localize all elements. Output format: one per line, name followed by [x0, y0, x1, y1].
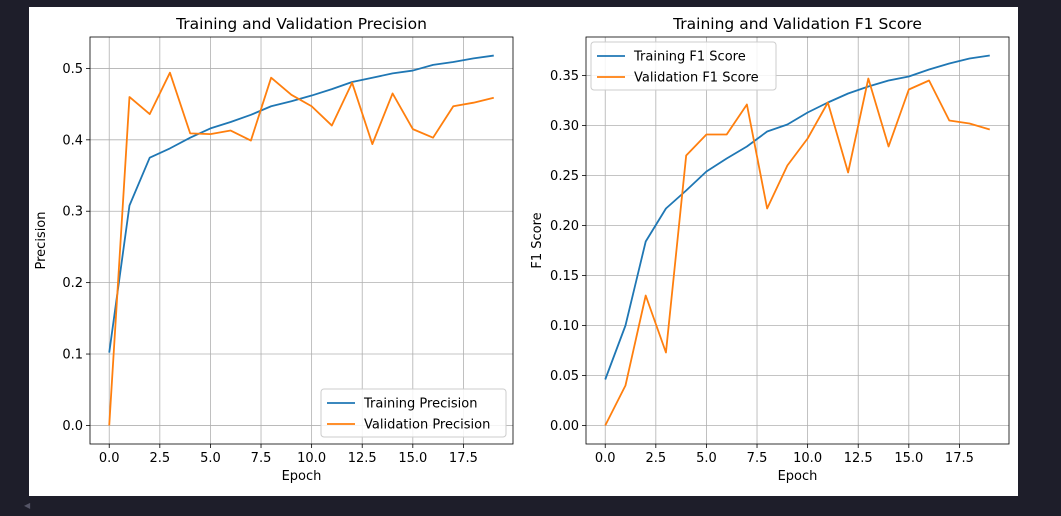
chart2-legend-label-2: Validation F1 Score — [634, 71, 759, 86]
chart1-title: Training and Validation Precision — [175, 15, 427, 33]
chart1-y-tick-label: 0.5 — [62, 62, 83, 77]
chart2-x-tick-label: 0.0 — [595, 451, 616, 466]
chart2-y-tick-label: 0.25 — [550, 169, 579, 184]
figure-svg: 0.0 2.5 5.0 7.5 10.0 12.5 15.0 17.5 0.0 0.1 0.2 0.3… — [34, 15, 1010, 484]
chart1-y-axis-label: Precision — [34, 211, 49, 269]
chart2-legend-label-1: Training F1 Score — [633, 50, 746, 65]
chart1-y-tick-label: 0.3 — [62, 205, 83, 220]
chart2-y-tick-label: 0.35 — [550, 69, 579, 84]
chart1-x-axis-label: Epoch — [282, 469, 322, 484]
chart1-y-tick-label: 0.2 — [62, 276, 83, 291]
chart2-x-tick-label: 12.5 — [844, 451, 873, 466]
chart2-y-tick-label: 0.10 — [550, 319, 579, 334]
bottom-strip — [0, 496, 1061, 516]
chart2-y-tick-label: 0.15 — [550, 269, 579, 284]
chart1-x-tick-label: 12.5 — [348, 451, 377, 466]
chart1-y-tick-label: 0.4 — [62, 133, 83, 148]
chart2-x-tick-label: 2.5 — [645, 451, 666, 466]
chart1-series-line-1 — [108, 54, 494, 353]
chart1-y-tick-label: 0.0 — [62, 419, 83, 434]
chart1-x-tick-label: 2.5 — [149, 451, 170, 466]
figure-canvas: 0.0 2.5 5.0 7.5 10.0 12.5 15.0 17.5 0.0 0.1 0.2 0.3… — [29, 7, 1018, 496]
chart2-legend-box — [590, 41, 777, 91]
chart1-x-tick-label: 17.5 — [449, 451, 478, 466]
chart2-series-line-2 — [604, 77, 991, 426]
chart2-x-tick-label: 5.0 — [696, 451, 717, 466]
chart1-x-tick-label: 5.0 — [200, 451, 221, 466]
chart2-y-tick-label: 0.05 — [550, 369, 579, 384]
chart2-x-tick-label: 17.5 — [945, 451, 974, 466]
chart2-y-tick-label: 0.20 — [550, 219, 579, 234]
chart2-x-tick-label: 15.0 — [894, 451, 923, 466]
chart2-x-axis-label: Epoch — [778, 469, 818, 484]
chart1-x-tick-label: 10.0 — [297, 451, 326, 466]
chart2-series-line-1 — [604, 54, 990, 380]
scroll-left-arrow-icon[interactable]: ◀ — [24, 501, 31, 510]
chart1-x-tick-label: 7.5 — [251, 451, 272, 466]
chart1-legend-box — [320, 388, 507, 438]
chart2-x-tick-label: 7.5 — [747, 451, 768, 466]
chart1-series-line-2 — [108, 71, 494, 426]
chart1-y-tick-label: 0.1 — [62, 348, 83, 363]
chart2-axes-frame — [585, 36, 1010, 445]
chart2-y-tick-label: 0.00 — [550, 419, 579, 434]
chart2-title: Training and Validation F1 Score — [672, 15, 922, 33]
chart1-axes-frame — [89, 36, 514, 445]
chart1-x-tick-label: 0.0 — [99, 451, 120, 466]
chart1-legend-label-2: Validation Precision — [364, 418, 490, 433]
chart2-y-tick-label: 0.30 — [550, 119, 579, 134]
chart2-y-axis-label: F1 Score — [530, 212, 545, 268]
chart1-x-tick-label: 15.0 — [398, 451, 427, 466]
chart1-legend-label-1: Training Precision — [363, 397, 477, 412]
chart2-x-tick-label: 10.0 — [793, 451, 822, 466]
